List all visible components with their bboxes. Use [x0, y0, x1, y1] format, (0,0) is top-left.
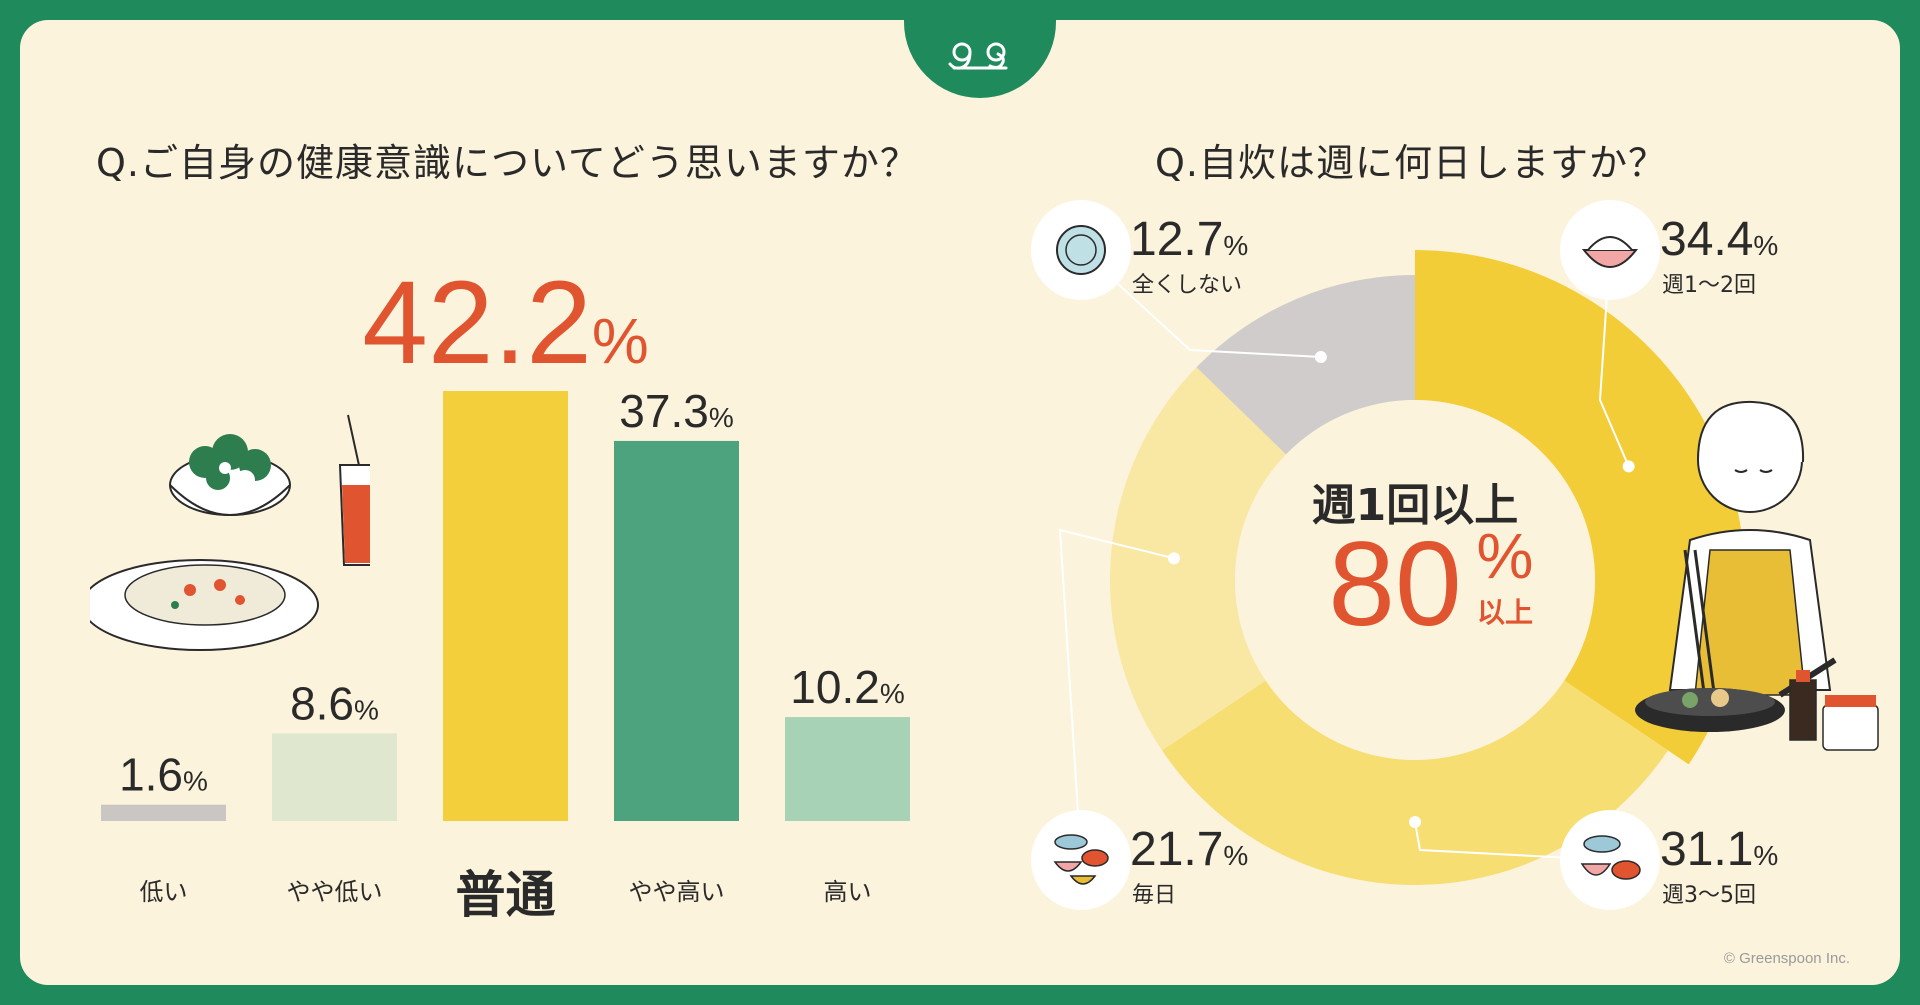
bar-value-label-1: 8.6%	[290, 677, 379, 729]
donut-slice-1	[1415, 250, 1745, 765]
callout-line-2	[1414, 821, 1611, 861]
donut-value-label-2: 31.1%	[1660, 823, 1778, 876]
category-label-1: やや低い	[287, 878, 383, 906]
infographic-card: Q.ご自身の健康意識についてどう思いますか？ Q.自炊は週に何日しますか？ 1.…	[20, 20, 1900, 985]
donut-slice-2	[1162, 680, 1668, 885]
plate-icon-glyph	[1056, 225, 1106, 275]
soup-plate-icon	[90, 559, 319, 651]
category-label-2: 普通	[456, 866, 556, 924]
donut-value-label-0: 12.7%	[1130, 213, 1248, 266]
bar-value-label-3: 37.3%	[619, 385, 733, 437]
donut-value-label-3: 21.7%	[1130, 823, 1248, 876]
callout-line-1	[1598, 249, 1630, 467]
donut-slice-0	[1196, 275, 1415, 455]
bar-1	[272, 733, 397, 821]
category-label-4: 高い	[824, 878, 872, 906]
category-label-3: やや高い	[629, 878, 725, 906]
donut-category-label-1: 週1〜2回	[1662, 273, 1756, 298]
jar-icon	[1822, 695, 1879, 751]
category-label-0: 低い	[140, 878, 188, 906]
center-suffix: 以上	[1477, 596, 1533, 629]
chart1-question: Q.ご自身の健康意識についてどう思いますか？	[96, 141, 919, 185]
donut-value-label-1: 34.4%	[1660, 213, 1778, 266]
chart2-question: Q.自炊は週に何日しますか？	[1155, 141, 1667, 185]
gs-logo-icon	[948, 42, 1008, 70]
bar-2	[443, 391, 568, 821]
center-value: 80	[1328, 517, 1461, 651]
donut-category-label-2: 週3〜5回	[1662, 883, 1756, 908]
bar-value-label-2: 42.2%	[362, 257, 649, 389]
cook-illustration	[1635, 400, 1879, 751]
soy-sauce-bottle-icon	[1789, 670, 1817, 741]
center-caption: 週1回以上	[1312, 480, 1519, 531]
copyright-notice: © Greenspoon Inc.	[1723, 950, 1850, 967]
salad-bowl-icon	[169, 434, 291, 516]
food-illustration	[90, 414, 370, 651]
fish-meat-icon	[1560, 810, 1660, 910]
donut-slice-3	[1110, 367, 1287, 751]
bar-value-label-4: 10.2%	[790, 661, 904, 713]
bar-3	[614, 440, 739, 821]
meal-set-icon-glyph	[1053, 834, 1109, 885]
cook-person-icon	[1668, 400, 1832, 701]
donut-hole	[1235, 400, 1595, 760]
bar-4	[785, 717, 910, 821]
bar-value-label-0: 1.6%	[119, 749, 208, 801]
rice-bowl-icon-glyph	[1581, 236, 1639, 268]
donut-category-label-0: 全くしない	[1132, 273, 1242, 298]
meal-set-icon	[1031, 810, 1131, 910]
bar-chart: 1.6% 低い 8.6% やや低い 42.2% 普通 37.3% やや高い 10.2% 高い	[101, 257, 910, 924]
donut-category-label-3: 毎日	[1132, 883, 1176, 908]
juice-glass-icon	[338, 414, 370, 566]
bar-0	[101, 804, 226, 821]
fish-meat-icon-glyph	[1580, 835, 1641, 880]
callout-line-3	[1058, 528, 1175, 861]
center-percent-sign: %	[1477, 520, 1534, 592]
